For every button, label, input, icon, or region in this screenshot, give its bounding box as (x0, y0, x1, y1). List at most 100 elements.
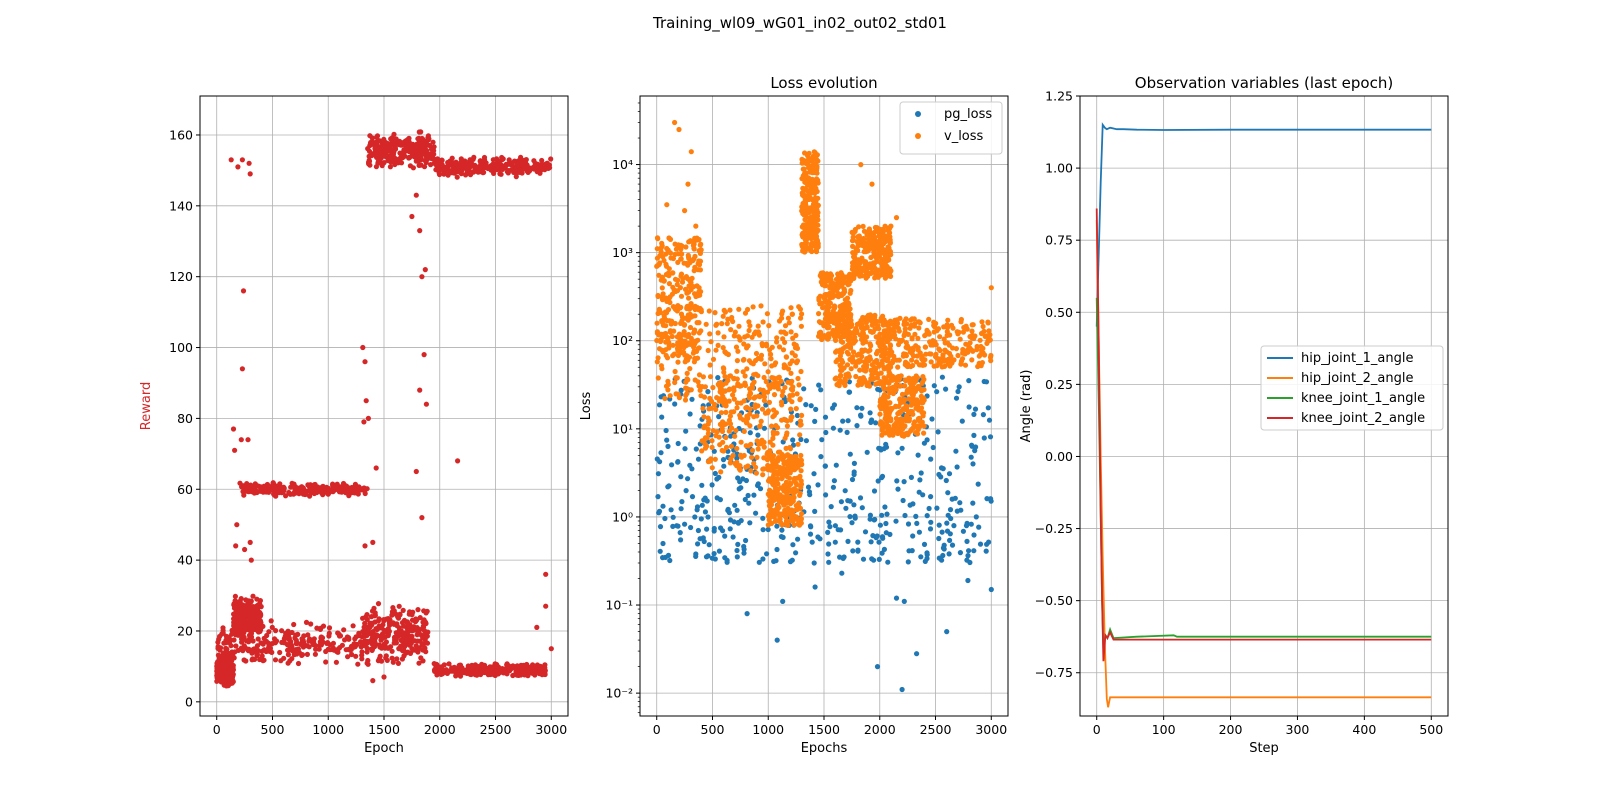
y-tick-label: 100 (169, 340, 193, 355)
v-loss-point (760, 466, 766, 472)
series-0-point (416, 660, 422, 666)
v-loss-point (783, 354, 790, 360)
pg-loss-point (734, 507, 740, 513)
v-loss-point (770, 453, 777, 459)
series-0-point (405, 136, 411, 142)
v-loss-point (850, 234, 856, 240)
pg-loss-point (832, 523, 839, 529)
series-0-point (482, 164, 488, 171)
pg-loss-point (859, 505, 865, 511)
series-0-point (268, 618, 274, 624)
v-loss-point (777, 495, 783, 501)
series-0-point (317, 626, 323, 633)
v-loss-point (852, 267, 858, 273)
v-loss-point (781, 483, 787, 489)
v-loss-point (670, 353, 676, 359)
series-0-point (460, 669, 466, 676)
v-loss-point (697, 250, 704, 256)
pg-loss-point (957, 500, 963, 506)
pg-loss-point (986, 417, 993, 423)
v-loss-point (852, 334, 858, 340)
series-0-point (365, 624, 371, 630)
v-loss-point (846, 374, 852, 380)
y-tick-label: 20 (177, 623, 193, 638)
v-loss-point (674, 375, 680, 381)
v-loss-point (932, 339, 938, 345)
v-loss-point (799, 243, 805, 249)
series-0-point (272, 657, 279, 663)
pg-loss-point (883, 530, 889, 536)
v-loss-point (734, 368, 740, 374)
v-loss-point (850, 349, 857, 355)
pg-loss-point (934, 389, 940, 395)
v-loss-point (655, 355, 661, 361)
pg-loss-point (704, 526, 710, 532)
series-0-point (366, 638, 372, 645)
series-0-point (385, 633, 391, 639)
series-0-point (467, 172, 474, 178)
v-loss-point (727, 460, 733, 466)
v-loss-point (698, 289, 704, 295)
pg-loss-point (840, 418, 846, 424)
series-0-point (285, 652, 291, 658)
v-loss-point (921, 362, 928, 368)
series-0-point (423, 649, 429, 655)
series-0-point (419, 274, 425, 280)
pg-loss-point (860, 556, 867, 562)
v-loss-point (844, 326, 850, 332)
v-loss-point (669, 318, 675, 324)
v-loss-point (867, 328, 874, 334)
v-loss-point (860, 223, 866, 229)
v-loss-point (731, 396, 737, 402)
series-0-point (326, 625, 333, 631)
v-loss-point (867, 347, 873, 353)
series-0-point (387, 164, 393, 170)
pg-loss-point (971, 548, 977, 554)
v-loss-point (819, 336, 825, 343)
pg-loss-point (751, 492, 757, 498)
v-loss-point (775, 503, 781, 509)
v-loss-point (696, 320, 702, 326)
v-loss-point (814, 159, 820, 165)
pg-loss-point (946, 551, 952, 557)
v-loss-point (861, 378, 867, 384)
pg-loss-point (918, 470, 924, 476)
series-0-point (425, 629, 431, 635)
v-loss-point (684, 290, 690, 296)
v-loss-point (753, 464, 759, 470)
series-0-point (217, 676, 223, 682)
series-0-point (536, 162, 543, 168)
pg-loss-point (845, 498, 851, 504)
v-loss-point (765, 513, 772, 519)
pg-loss-point (745, 492, 751, 499)
pg-loss-point (881, 546, 888, 553)
pg-loss-point (893, 518, 899, 524)
v-loss-point (844, 342, 851, 348)
series-0-point (490, 157, 496, 163)
series-0-point (383, 655, 389, 661)
v-loss-point (666, 281, 673, 287)
v-loss-point (864, 248, 871, 254)
series-0-point (346, 636, 352, 642)
v-loss-point (701, 414, 707, 420)
series-0-point (403, 634, 409, 640)
v-loss-point (727, 421, 734, 427)
pg-loss-point (832, 539, 838, 545)
v-loss-point (851, 254, 857, 260)
v-loss-point (698, 309, 705, 315)
v-loss-point (710, 384, 716, 391)
v-loss-point (742, 382, 749, 388)
pg-loss-point (953, 448, 959, 454)
v-loss-point (872, 369, 879, 375)
v-loss-point (842, 289, 848, 295)
pg-loss-point (774, 546, 780, 553)
pg-loss-point (702, 495, 708, 501)
v-loss-point (785, 487, 791, 493)
series-0-point (365, 146, 371, 152)
v-loss-point (737, 415, 744, 421)
v-loss-point (684, 305, 690, 311)
pg-loss-point (928, 456, 934, 462)
series-0-point (379, 645, 385, 651)
v-loss-point (775, 386, 782, 392)
v-loss-point (851, 339, 857, 345)
